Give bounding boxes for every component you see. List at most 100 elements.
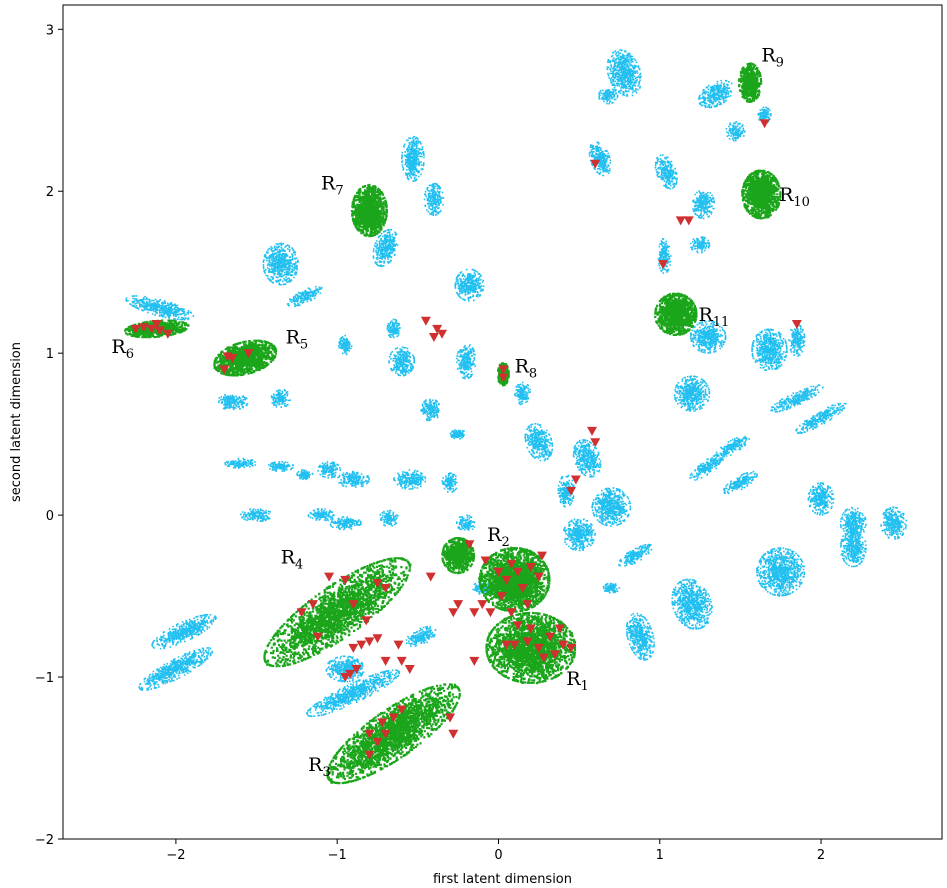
marker-triangle (791, 320, 802, 330)
marker-triangle (243, 349, 254, 359)
marker-triangle (420, 316, 431, 326)
background-cluster (689, 320, 727, 354)
background-cluster-points (770, 384, 824, 413)
background-cluster (138, 647, 214, 691)
marker-triangle (469, 608, 480, 618)
background-cluster (306, 669, 401, 718)
background-cluster (671, 578, 713, 630)
background-cluster-points (598, 88, 619, 105)
background-cluster-points (673, 375, 711, 412)
background-cluster-points (286, 285, 323, 307)
background-cluster (307, 508, 335, 522)
marker-triangle (345, 669, 356, 679)
marker-triangle (388, 713, 399, 723)
region-label-subscript: 2 (501, 535, 509, 550)
marker-triangle (506, 608, 517, 618)
marker-triangle (445, 713, 456, 723)
region-label-base: R (308, 754, 323, 776)
y-tick-label: −2 (35, 833, 54, 848)
marker-triangle (312, 632, 323, 642)
background-cluster-points (217, 393, 249, 411)
x-tick-label: −1 (328, 848, 347, 863)
y-axis-label: second latent dimension (9, 342, 24, 502)
region-label-r10: R10 (779, 184, 810, 210)
marker-triangle (533, 643, 544, 653)
background-cluster-points (606, 49, 642, 97)
marker-triangle (151, 320, 162, 330)
background-cluster-points (723, 470, 758, 495)
marker-triangle (404, 664, 415, 674)
background-cluster (591, 487, 632, 527)
marker-triangle (372, 634, 383, 644)
marker-triangle (566, 643, 577, 653)
background-cluster (618, 543, 653, 567)
background-cluster-points (572, 439, 602, 478)
background-cluster-points (671, 578, 713, 630)
region-label-subscript: 7 (335, 184, 343, 199)
marker-triangle (545, 632, 556, 642)
background-cluster-points (268, 461, 294, 472)
axis-ticks: −2 −1 0 1 2 −2 −1 0 1 2 3 (35, 23, 825, 863)
background-cluster-points (795, 402, 847, 434)
marker-triangle (498, 365, 509, 375)
marker-triangle (506, 559, 517, 569)
background-cluster (270, 389, 291, 408)
region-cluster (738, 62, 763, 103)
marker-triangle (437, 329, 448, 339)
y-tick-label: 0 (46, 509, 54, 524)
background-cluster (386, 318, 401, 339)
background-cluster (449, 429, 465, 440)
region-label-r1: R1 (566, 668, 589, 694)
marker-triangle (146, 324, 157, 334)
background-cluster-points (618, 543, 653, 567)
background-cluster-points (455, 344, 477, 380)
background-cluster (262, 242, 299, 286)
marker-triangle (296, 608, 307, 618)
region-cluster (350, 183, 388, 238)
background-cluster-points (689, 236, 711, 254)
background-cluster-points (372, 228, 399, 267)
region-label-subscript: 4 (295, 558, 303, 573)
marker-triangle (154, 326, 165, 336)
marker-triangle (138, 323, 149, 333)
x-axis-label: first latent dimension (433, 872, 572, 887)
region-label-r4: R4 (281, 547, 304, 573)
background-cluster-points (337, 470, 370, 488)
marker-triangle (554, 624, 565, 634)
background-cluster-points (689, 320, 727, 354)
marker-triangle (364, 750, 375, 760)
marker-triangle (372, 579, 383, 589)
background-cluster (606, 49, 642, 97)
marker-triangle (657, 260, 668, 270)
region-label-base: R (698, 304, 713, 326)
marker-triangle (477, 600, 488, 610)
background-cluster-points (591, 487, 632, 527)
background-cluster (125, 295, 195, 321)
background-cluster-points (524, 423, 554, 462)
background-cluster (224, 457, 256, 469)
background-cluster (770, 384, 824, 413)
background-cluster-points (151, 613, 217, 650)
y-tick-label: −1 (35, 671, 54, 686)
background-cluster (625, 612, 655, 661)
region-label-r8: R8 (515, 356, 538, 382)
background-cluster (393, 469, 427, 490)
background-cluster (692, 190, 716, 220)
marker-triangle (675, 216, 686, 226)
region-label-subscript: 3 (322, 765, 330, 780)
marker-triangle (533, 572, 544, 582)
background-cluster (240, 508, 271, 522)
marker-triangle (324, 572, 335, 582)
background-cluster (296, 469, 314, 481)
background-cluster (795, 402, 847, 434)
background-point-layer (125, 49, 908, 718)
background-cluster-points (386, 318, 401, 339)
background-cluster-points (602, 582, 621, 594)
marker-triangle (512, 621, 523, 631)
marker-triangle (480, 556, 491, 566)
region-label-base: R (281, 547, 296, 569)
background-cluster-points (454, 268, 485, 302)
marker-triangle (380, 656, 391, 666)
marker-triangle (396, 705, 407, 715)
marker-triangle (512, 567, 523, 577)
